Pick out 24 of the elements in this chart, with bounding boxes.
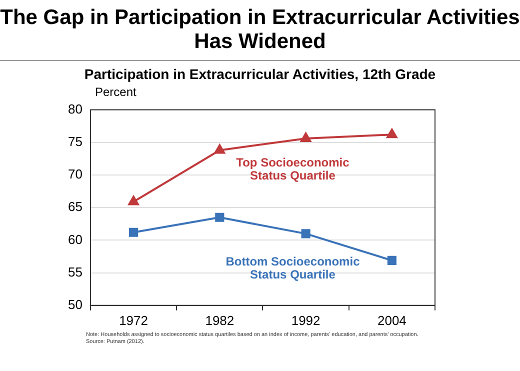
point — [214, 144, 225, 154]
y-tick-label: 70 — [68, 166, 82, 182]
y-tick-label: 75 — [68, 134, 82, 149]
chart-subtitle: Participation in Extracurricular Activities, 12th Grade — [83, 66, 437, 82]
y-tick-label: 60 — [68, 232, 82, 247]
series-label: Top Socioeconomic Status Quartile — [236, 155, 350, 182]
y-axis-title: Percent — [95, 85, 136, 99]
series-label: Bottom Socioeconomic Status Quartile — [226, 254, 360, 282]
x-tick-label: 1972 — [119, 312, 148, 328]
y-tick-label: 55 — [68, 264, 82, 280]
x-tick-label: 1992 — [291, 312, 320, 328]
x-tick-label: 2004 — [377, 312, 406, 328]
point — [215, 212, 224, 222]
point — [300, 132, 312, 142]
point — [128, 196, 139, 206]
point — [386, 128, 398, 138]
point — [301, 229, 310, 238]
y-tick-label: 65 — [68, 199, 82, 214]
point — [387, 256, 396, 265]
chart-title: The Gap in Participation in Extracurricular Activities Has Widened — [0, 6, 520, 54]
x-tick-label: 1982 — [205, 312, 234, 328]
y-tick-label: 80 — [68, 101, 82, 116]
point — [128, 228, 138, 237]
y-tick-label: 50 — [68, 296, 82, 312]
